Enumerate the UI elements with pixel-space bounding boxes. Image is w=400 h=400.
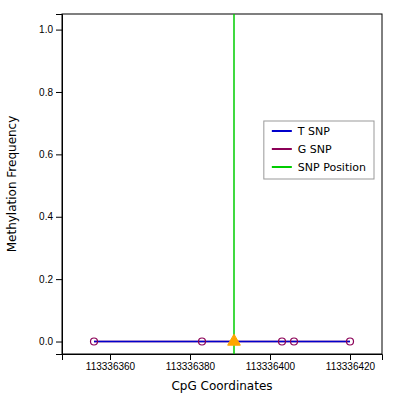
tick-mark <box>56 154 62 155</box>
legend-label: SNP Position <box>298 161 366 174</box>
legend-label: T SNP <box>297 125 330 138</box>
snp-marker <box>228 334 241 345</box>
tick: 113336360 <box>86 354 136 372</box>
tick-mark <box>56 92 62 93</box>
tick-label: 113336420 <box>326 361 376 372</box>
snp-line <box>233 14 235 354</box>
tick: 1.0 <box>39 24 62 35</box>
tick-mark <box>350 354 351 360</box>
tick-label: 0.2 <box>39 274 53 285</box>
tick-mark <box>56 279 62 280</box>
tick-mark <box>110 354 111 360</box>
tick-label: 1.0 <box>39 24 53 35</box>
legend-swatch <box>272 148 292 150</box>
legend-item: T SNP <box>272 125 330 138</box>
point <box>91 338 98 345</box>
tick-mark <box>56 30 62 31</box>
plot-frame <box>62 14 382 354</box>
point <box>291 338 298 345</box>
tick-label: 113336380 <box>166 361 216 372</box>
tick-mark <box>56 217 62 218</box>
x-axis-title: CpG Coordinates <box>171 379 272 393</box>
tick-label: 0.8 <box>39 87 53 98</box>
tick: 113336380 <box>166 354 216 372</box>
legend-box <box>264 121 374 179</box>
legend: T SNP G SNP SNP Position <box>264 121 374 179</box>
axis-line <box>56 15 63 355</box>
tick: 0.4 <box>39 211 62 222</box>
plot-area <box>91 14 354 354</box>
line <box>94 341 350 343</box>
tick: 113336400 <box>246 354 296 372</box>
y-axis: 0.0 0.2 0.4 0.6 0.8 1.0 <box>39 15 62 355</box>
tick: 113336420 <box>326 354 376 372</box>
legend-label: G SNP <box>298 143 332 156</box>
tick-label: 113336400 <box>246 361 296 372</box>
line <box>94 341 350 343</box>
tick: 0.6 <box>39 149 62 160</box>
tick-label: 113336360 <box>86 361 136 372</box>
point <box>279 338 286 345</box>
tick: 0.0 <box>39 336 62 347</box>
legend-item: G SNP <box>272 143 332 156</box>
legend-item: SNP Position <box>272 161 366 174</box>
tick-label: 0.4 <box>39 211 53 222</box>
point <box>199 338 206 345</box>
tick-mark <box>270 354 271 360</box>
tick-mark <box>190 354 191 360</box>
chart: 1133363601133363801133364001133364200.00… <box>0 0 400 400</box>
legend-swatch <box>272 130 292 132</box>
tick-label: 0.0 <box>39 336 53 347</box>
tick-mark <box>56 342 62 343</box>
axis-line <box>63 355 383 361</box>
tick: 0.2 <box>39 274 62 285</box>
legend-swatch <box>272 166 292 168</box>
x-axis: 113336360 113336380 113336400 113336420 <box>63 354 383 372</box>
y-axis-title: Methylation Frequency <box>5 116 19 253</box>
point <box>347 338 354 345</box>
tick-label: 0.6 <box>39 149 53 160</box>
tick: 0.8 <box>39 87 62 98</box>
